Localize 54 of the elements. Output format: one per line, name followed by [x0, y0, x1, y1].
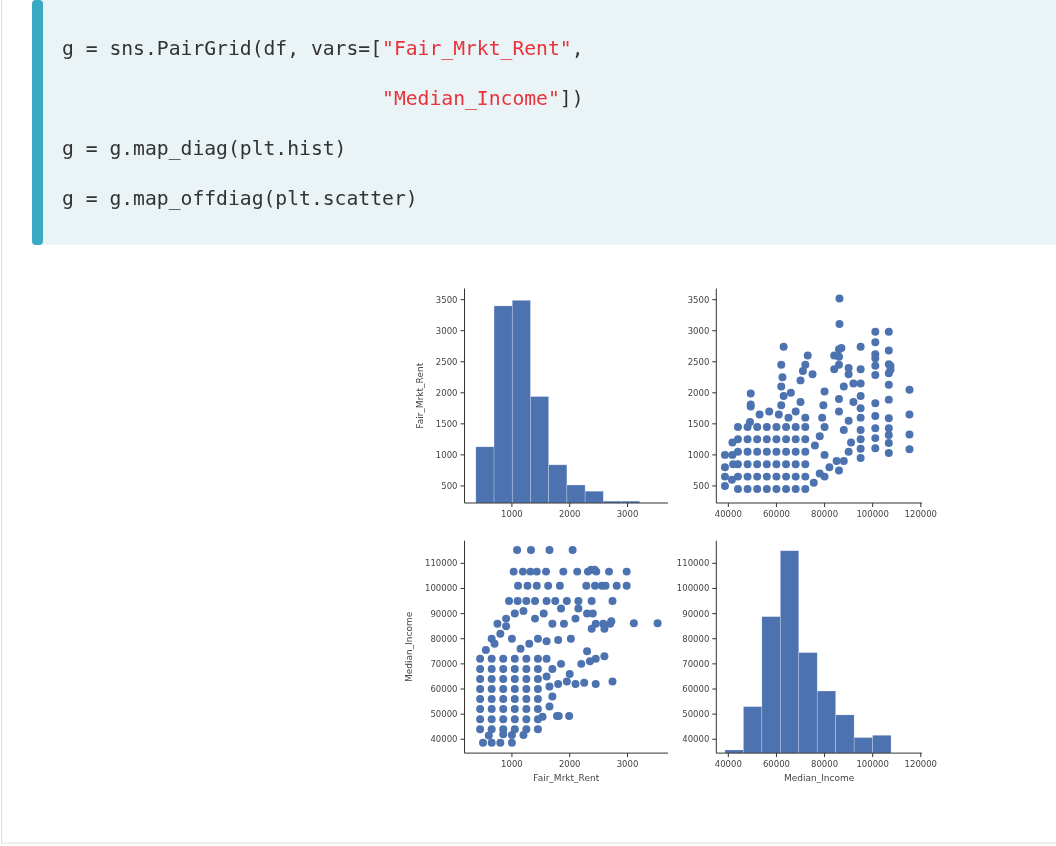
y-tick-label: 2500: [435, 356, 458, 367]
y-tick-label: 40000: [430, 734, 458, 745]
x-tick-label: 3000: [616, 759, 639, 770]
y-tick-label: 3500: [687, 294, 710, 305]
x-tick-label: 120000: [904, 759, 938, 770]
y-tick-label: 500: [693, 480, 710, 491]
x-tick-label: 2000: [558, 509, 581, 519]
y-tick-label: 100000: [425, 583, 458, 594]
x-tick-label: 80000: [811, 509, 839, 519]
text: g = g.map_diag(plt.hist): [62, 137, 347, 160]
x-tick-label: 100000: [856, 509, 889, 519]
y-tick-label: 2000: [687, 387, 710, 398]
y-tick-label: 90000: [430, 608, 458, 619]
y-tick-label: 90000: [682, 608, 710, 619]
x-tick-label: 3000: [616, 509, 639, 519]
y-tick-label: 1000: [435, 449, 458, 460]
y-tick-label: 60000: [430, 684, 458, 694]
x-tick-label: 40000: [714, 509, 742, 519]
y-axis-title: Fair_Mrkt_Rent: [414, 362, 425, 429]
x-tick-label: 60000: [762, 759, 790, 770]
text: "Median_Income"]): [382, 87, 584, 110]
y-tick-label: 70000: [430, 658, 458, 669]
text: g = g.map_offdiag(plt.scatter): [62, 187, 418, 210]
y-tick-label: 1500: [687, 418, 710, 429]
y-tick-label: 100000: [676, 583, 710, 594]
x-tick-label: 1000: [501, 759, 523, 770]
x-axis-title: Median_Income: [783, 773, 855, 784]
y-axis-title: Median_Income: [403, 611, 414, 683]
y-tick-label: 110000: [676, 558, 710, 569]
x-tick-label: 100000: [856, 759, 889, 770]
x-tick-label: 120000: [904, 509, 938, 519]
y-tick-label: 1000: [687, 449, 710, 460]
y-tick-label: 1500: [435, 418, 458, 429]
y-tick-label: 3000: [435, 325, 458, 336]
y-tick-label: 60000: [682, 684, 710, 694]
y-tick-label: 80000: [682, 633, 710, 644]
y-tick-label: 70000: [682, 658, 710, 669]
y-tick-label: 3000: [687, 325, 710, 336]
y-tick-label: 500: [441, 480, 458, 491]
x-tick-label: 60000: [762, 509, 790, 519]
y-tick-label: 2000: [435, 387, 458, 398]
y-tick-label: 110000: [425, 558, 458, 569]
x-tick-label: 40000: [714, 759, 742, 770]
y-tick-label: 40000: [682, 734, 710, 745]
y-tick-label: 3500: [435, 294, 458, 305]
x-tick-label: 2000: [558, 759, 581, 770]
text: g = sns.PairGrid(df, vars=["Fair_Mrkt_Rent",: [62, 37, 584, 60]
y-tick-label: 80000: [430, 633, 458, 644]
x-tick-label: 1000: [501, 509, 523, 519]
y-tick-label: 50000: [430, 709, 458, 720]
x-axis-title: Fair_Mrkt_Rent: [533, 773, 600, 784]
y-tick-label: 2500: [687, 356, 710, 367]
x-tick-label: 80000: [811, 759, 839, 770]
y-tick-label: 50000: [682, 709, 710, 720]
